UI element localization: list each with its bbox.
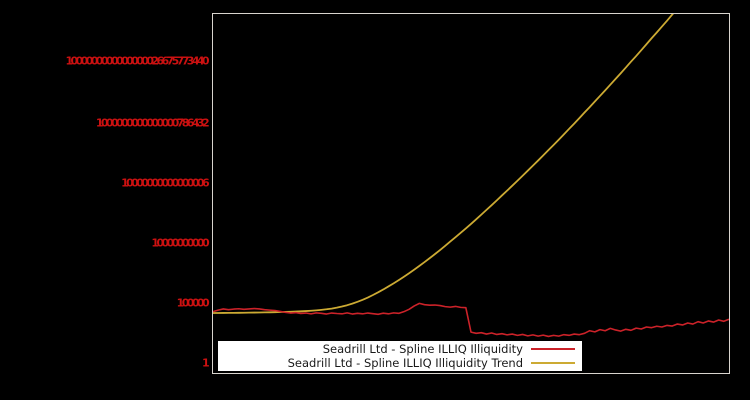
series-line-illiquidity (213, 302, 729, 338)
legend-entry-illiquidity: Seadrill Ltd - Spline ILLIQ Illiquidity (219, 342, 581, 356)
plot-svg (213, 14, 729, 338)
legend-label-trend: Seadrill Ltd - Spline ILLIQ Illiquidity … (287, 356, 523, 370)
y-axis-tick-label-6: 1000000000000000026675773440 (65, 54, 209, 68)
y-axis-tick-label-3: 10000000000 (151, 236, 209, 250)
y-axis-tick-label-2: 100000 (176, 296, 210, 310)
legend-label-illiquidity: Seadrill Ltd - Spline ILLIQ Illiquidity (322, 342, 523, 356)
y-axis-tick-label-1: 1 (201, 356, 210, 370)
plot-area (212, 13, 730, 374)
y-axis-tick-label-4: 10000000000000006 (121, 176, 210, 190)
y-axis-tick-label-5: 1000000000000000786432 (95, 116, 210, 130)
legend-swatch-illiquidity-icon (531, 348, 575, 350)
legend: Seadrill Ltd - Spline ILLIQ Illiquidity … (218, 341, 582, 371)
legend-swatch-trend-icon (531, 362, 575, 364)
legend-entry-trend: Seadrill Ltd - Spline ILLIQ Illiquidity … (219, 356, 581, 370)
series-line-trend (213, 14, 674, 314)
